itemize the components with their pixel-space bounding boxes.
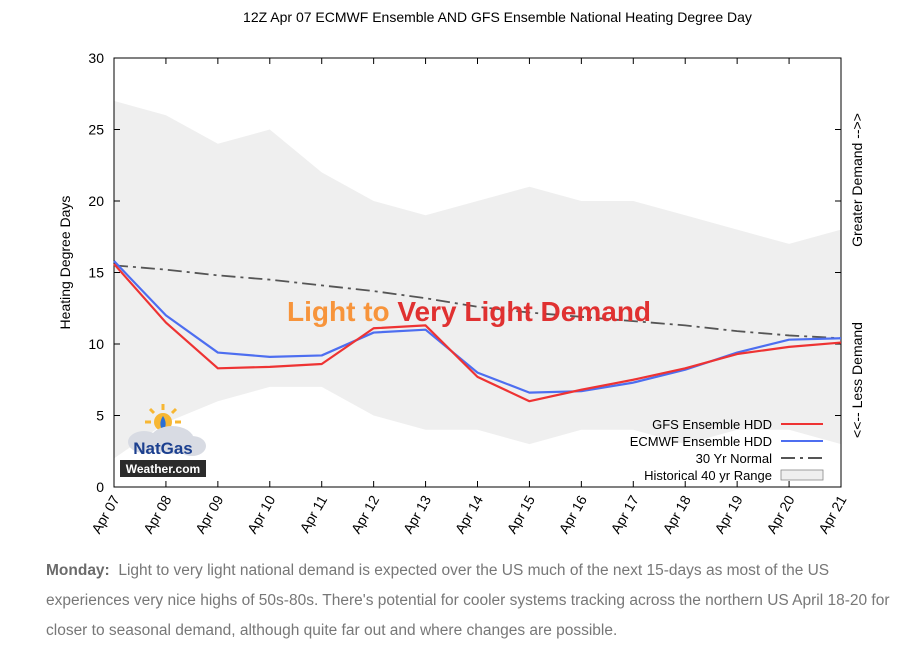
historical-range-band bbox=[114, 100, 841, 459]
x-tick-label: Apr 07 bbox=[88, 492, 123, 536]
natgas-weather-logo: NatGas Weather.com bbox=[114, 402, 212, 484]
y-tick-label: 20 bbox=[88, 193, 104, 209]
y-tick-label: 0 bbox=[96, 479, 104, 495]
y-axis-label: Heating Degree Days bbox=[57, 196, 73, 330]
logo-text-natgas: NatGas bbox=[133, 439, 193, 458]
legend-label: ECMWF Ensemble HDD bbox=[630, 434, 772, 449]
x-tick-label: Apr 13 bbox=[400, 492, 435, 536]
legend-label: 30 Yr Normal bbox=[696, 451, 772, 466]
x-tick-label: Apr 11 bbox=[296, 492, 330, 535]
series-line-gfs-ensemble-hdd bbox=[113, 263, 842, 403]
y-tick-label: 10 bbox=[88, 336, 104, 352]
legend-swatch-range bbox=[780, 469, 824, 481]
x-tick-label: Apr 17 bbox=[607, 492, 642, 536]
y2-label-less: <<-- Less Demand bbox=[849, 322, 865, 438]
x-tick-label: Apr 21 bbox=[815, 492, 850, 536]
x-tick-label: Apr 19 bbox=[711, 492, 746, 536]
y-tick-label: 25 bbox=[88, 122, 104, 138]
chart-title: 12Z Apr 07 ECMWF Ensemble AND GFS Ensemb… bbox=[243, 9, 752, 25]
y-tick-label: 5 bbox=[96, 408, 104, 424]
caption-text: Light to very light national demand is e… bbox=[46, 562, 890, 639]
chart-area: 12Z Apr 07 ECMWF Ensemble AND GFS Ensemb… bbox=[57, 9, 865, 536]
demand-annotation: Light to Very Light Demand bbox=[287, 296, 651, 327]
x-tick-label: Apr 16 bbox=[555, 492, 590, 536]
y2-label-greater: Greater Demand -->> bbox=[849, 113, 865, 247]
caption-day: Monday: bbox=[46, 562, 110, 579]
x-tick-label: Apr 10 bbox=[244, 492, 279, 536]
y-tick-label: 30 bbox=[88, 50, 104, 66]
x-tick-label: Apr 18 bbox=[659, 492, 694, 536]
series-line-30-yr-normal bbox=[113, 264, 842, 340]
y-tick-label: 15 bbox=[88, 265, 104, 281]
legend-label: Historical 40 yr Range bbox=[644, 468, 772, 483]
forecast-caption: Monday: Light to very light national dem… bbox=[46, 556, 906, 646]
x-tick-label: Apr 12 bbox=[348, 492, 383, 536]
annotation-light: Light to bbox=[287, 296, 397, 327]
annotation-very-light: Very Light Demand bbox=[397, 296, 651, 327]
logo-text-weather: Weather.com bbox=[126, 462, 200, 476]
x-tick-label: Apr 08 bbox=[140, 492, 175, 536]
legend-label: GFS Ensemble HDD bbox=[652, 417, 772, 432]
x-tick-label: Apr 14 bbox=[452, 492, 487, 536]
x-tick-label: Apr 09 bbox=[192, 492, 227, 536]
x-tick-label: Apr 20 bbox=[763, 492, 798, 536]
hdd-chart: 12Z Apr 07 ECMWF Ensemble AND GFS Ensemb… bbox=[57, 9, 865, 536]
x-tick-label: Apr 15 bbox=[504, 492, 539, 536]
